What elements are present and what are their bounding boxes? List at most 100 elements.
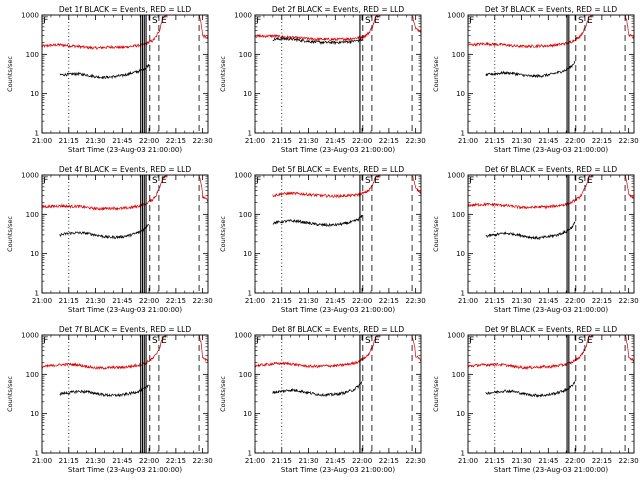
interval-marker-f: F — [256, 16, 261, 26]
y-axis-label: Counts/sec — [6, 216, 14, 252]
plot-area — [255, 335, 421, 398]
x-tick-label: 22:15 — [592, 137, 612, 145]
x-tick-label: 21:15 — [272, 137, 292, 145]
x-axis-label: Start Time (23-Aug-03 21:00:00) — [68, 466, 182, 474]
x-tick-label: 22:30 — [619, 297, 639, 305]
y-tick-label: 1 — [248, 130, 252, 138]
x-tick-label: 21:45 — [325, 297, 345, 305]
panel-title: Det 8f BLACK = Events, RED = LLD — [272, 325, 405, 334]
y-tick-label: 1000 — [234, 12, 252, 20]
plot-area — [468, 335, 634, 398]
x-tick-label: 21:15 — [59, 297, 79, 305]
events-series-line — [485, 380, 576, 398]
y-tick-label: 100 — [26, 51, 39, 59]
interval-marker-e: E — [587, 336, 593, 346]
interval-marker-f: F — [256, 176, 261, 186]
y-tick-label: 1 — [35, 450, 39, 458]
events-series-line — [59, 64, 150, 80]
y-axis-label: Counts/sec — [6, 56, 14, 92]
lld-series-line — [42, 15, 208, 51]
y-tick-label: 100 — [26, 371, 39, 379]
y-tick-label: 100 — [452, 211, 465, 219]
interval-marker-s: S — [578, 336, 584, 346]
y-tick-label: 10 — [30, 250, 39, 258]
y-tick-label: 1 — [35, 290, 39, 298]
events-series-line — [59, 384, 150, 398]
plot-frame — [41, 334, 209, 454]
panel-det-9: Det 9f BLACK = Events, RED = LLD Counts/s… — [432, 325, 639, 474]
x-tick-label: 21:30 — [85, 297, 105, 305]
y-axis-label: Counts/sec — [219, 376, 227, 412]
x-tick-label: 21:00 — [32, 137, 52, 145]
x-axis-label: Start Time (23-Aug-03 21:00:00) — [281, 146, 395, 154]
events-series-line — [485, 221, 576, 241]
y-tick-label: 1000 — [21, 172, 39, 180]
x-tick-label: 21:45 — [325, 137, 345, 145]
panel-title: Det 1f BLACK = Events, RED = LLD — [59, 5, 192, 14]
x-tick-label: 21:45 — [112, 457, 132, 465]
plot-area — [255, 15, 421, 46]
interval-marker-e: E — [374, 176, 380, 186]
interval-marker-e: E — [161, 176, 167, 186]
x-tick-label: 22:00 — [139, 297, 159, 305]
x-tick-label: 21:00 — [245, 137, 265, 145]
lld-series-line — [255, 15, 421, 42]
y-tick-label: 1000 — [447, 172, 465, 180]
y-tick-label: 1 — [461, 130, 465, 138]
x-tick-label: 21:45 — [538, 297, 558, 305]
interval-marker-s: S — [365, 176, 371, 186]
y-axis-label: Counts/sec — [219, 56, 227, 92]
interval-marker-s: S — [578, 16, 584, 26]
x-tick-label: 22:00 — [139, 137, 159, 145]
x-tick-label: 22:00 — [139, 457, 159, 465]
x-tick-label: 22:15 — [379, 297, 399, 305]
interval-marker-e: E — [587, 176, 593, 186]
lld-series-line — [42, 335, 208, 370]
y-tick-label: 10 — [243, 90, 252, 98]
y-tick-label: 1 — [248, 450, 252, 458]
events-series-line — [59, 223, 150, 240]
panel-title: Det 6f BLACK = Events, RED = LLD — [485, 165, 618, 174]
panel-title: Det 5f BLACK = Events, RED = LLD — [272, 165, 405, 174]
plot-frame — [41, 174, 209, 294]
interval-marker-f: F — [43, 16, 48, 26]
y-axis-label: Counts/sec — [432, 216, 440, 252]
interval-marker-s: S — [365, 16, 371, 26]
panel-det-4: Det 4f BLACK = Events, RED = LLD Counts/s… — [6, 165, 213, 314]
plot-area — [42, 15, 208, 80]
y-tick-label: 10 — [243, 250, 252, 258]
plot-frame — [467, 174, 635, 294]
x-tick-label: 22:00 — [352, 457, 372, 465]
panel-title: Det 2f BLACK = Events, RED = LLD — [272, 5, 405, 14]
y-tick-label: 10 — [456, 410, 465, 418]
x-tick-label: 21:00 — [245, 457, 265, 465]
panel-det-7: Det 7f BLACK = Events, RED = LLD Counts/s… — [6, 325, 213, 474]
x-tick-label: 22:00 — [352, 137, 372, 145]
x-tick-label: 21:30 — [298, 137, 318, 145]
panel-det-1: Det 1f BLACK = Events, RED = LLD Counts/s… — [6, 5, 213, 154]
y-tick-label: 100 — [239, 51, 252, 59]
x-tick-label: 22:30 — [193, 297, 213, 305]
y-tick-label: 1000 — [234, 172, 252, 180]
interval-marker-s: S — [578, 176, 584, 186]
x-tick-label: 21:30 — [298, 457, 318, 465]
lld-series-line — [468, 175, 634, 210]
x-tick-label: 22:15 — [166, 457, 186, 465]
x-tick-label: 22:15 — [379, 457, 399, 465]
x-tick-label: 22:00 — [565, 457, 585, 465]
plot-area — [468, 15, 634, 79]
x-axis-label: Start Time (23-Aug-03 21:00:00) — [494, 146, 608, 154]
interval-marker-f: F — [469, 176, 474, 186]
interval-marker-f: F — [469, 336, 474, 346]
panel-det-6: Det 6f BLACK = Events, RED = LLD Counts/s… — [432, 165, 639, 314]
plot-frame — [254, 334, 422, 454]
x-tick-label: 21:00 — [458, 137, 478, 145]
events-series-line — [272, 381, 363, 398]
x-tick-label: 22:00 — [565, 137, 585, 145]
interval-marker-e: E — [374, 16, 380, 26]
x-tick-label: 21:00 — [458, 297, 478, 305]
x-tick-label: 21:00 — [245, 297, 265, 305]
interval-marker-e: E — [161, 16, 167, 26]
lld-series-line — [272, 175, 421, 199]
